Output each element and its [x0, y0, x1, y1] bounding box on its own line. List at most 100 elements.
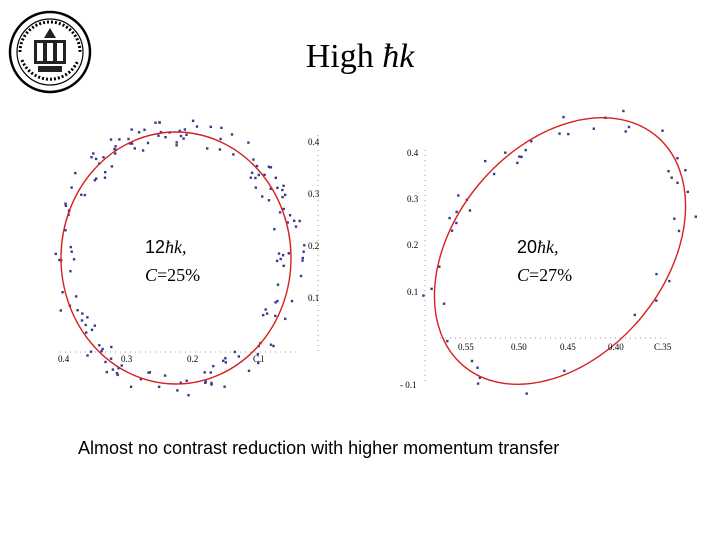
left-plot-point — [257, 361, 260, 365]
left-plot-point — [115, 372, 119, 375]
left-plot-point — [159, 130, 163, 134]
left-plot-point — [157, 134, 160, 137]
left-plot-point — [206, 147, 209, 150]
left-plot-point — [276, 283, 280, 286]
left-plot-point — [129, 385, 133, 388]
left-xtick-3: C.l — [253, 354, 264, 364]
left-xtick-1: 0.3 — [121, 354, 133, 364]
left-plot-point — [209, 125, 212, 128]
right-plot-point — [476, 366, 479, 369]
right-plot-point — [668, 279, 671, 283]
left-plot-point — [109, 357, 113, 360]
left-plot-point — [183, 128, 187, 131]
left-plot-points — [54, 119, 306, 397]
left-plot-point — [80, 319, 84, 322]
left-plot-point — [275, 259, 279, 263]
right-plot-point — [455, 221, 458, 225]
left-plot-point — [64, 202, 67, 205]
left-plot-point — [130, 128, 133, 131]
right-plot-point — [670, 176, 673, 179]
left-plot-point — [265, 312, 269, 315]
left-plot-point — [273, 228, 276, 231]
right-contrast-label: C=27% — [517, 265, 573, 285]
left-plot-point — [158, 121, 161, 124]
left-plot-point — [76, 309, 79, 312]
left-momentum-label: 12ħk, — [145, 237, 187, 257]
slide-caption: Almost no contrast reduction with higher… — [78, 438, 560, 458]
left-plot-point — [302, 250, 305, 253]
right-plot-point — [567, 132, 570, 136]
right-plot-point — [457, 194, 460, 197]
left-plot-point — [175, 141, 178, 144]
left-plot-point — [143, 128, 146, 131]
left-xtick-2: 0.2 — [187, 354, 199, 364]
right-plot-point — [686, 190, 689, 194]
left-plot-point — [179, 381, 182, 384]
right-xtick-0: 0.55 — [458, 342, 474, 352]
left-plot-point — [218, 148, 222, 151]
right-xtick-3: 0.40 — [608, 342, 624, 352]
left-plot-point — [277, 252, 281, 255]
left-plot-point — [274, 301, 277, 304]
left-plot-point — [287, 252, 290, 255]
left-plot-point — [276, 299, 279, 303]
left-plot-point — [114, 152, 117, 155]
left-plot-point — [75, 295, 78, 298]
left-plot-point — [70, 250, 73, 253]
right-ytick-3: 0.1 — [407, 287, 419, 297]
left-plot-point — [281, 195, 284, 199]
left-plot-point — [224, 357, 227, 360]
left-plot-point — [293, 219, 296, 222]
left-plot-point — [204, 381, 207, 384]
left-plot-point — [64, 204, 68, 207]
right-xtick-2: 0.45 — [560, 342, 576, 352]
right-plot-point — [694, 215, 697, 218]
right-plot-point — [622, 109, 625, 113]
left-plot-point — [212, 364, 215, 368]
right-plot-point — [530, 140, 533, 143]
left-plot-point — [74, 171, 77, 175]
left-plot-point — [104, 360, 107, 364]
right-plot-point — [446, 339, 449, 343]
left-plot-point — [224, 361, 227, 364]
left-plot-point — [191, 119, 195, 122]
left-plot-point — [267, 199, 271, 202]
left-plot-point — [203, 371, 206, 374]
left-plot-point — [92, 152, 95, 155]
left-plot-point — [95, 177, 98, 180]
left-plot-point — [210, 381, 213, 385]
left-plot-point — [86, 354, 89, 357]
left-plot-point — [128, 142, 132, 145]
left-plot-point — [204, 380, 207, 383]
right-ytick-1: 0.3 — [407, 194, 419, 204]
left-plot-point — [187, 394, 190, 397]
right-plot-point — [558, 132, 561, 135]
left-plot-point — [69, 270, 72, 273]
right-plot-point — [673, 217, 676, 220]
left-plot-point — [247, 369, 251, 372]
right-plot-point — [676, 181, 679, 184]
right-plot-point — [468, 209, 472, 212]
left-plot-point — [284, 193, 287, 197]
right-ytick-2: 0.2 — [407, 240, 419, 250]
left-plot-point — [230, 133, 234, 136]
left-plot-point — [147, 371, 150, 374]
left-plot-point — [90, 156, 93, 159]
left-plot-point — [110, 165, 114, 168]
right-plot-point — [438, 265, 441, 268]
left-plot-point — [111, 368, 115, 371]
left-plot-point — [81, 312, 84, 315]
left-plot-point — [94, 157, 98, 161]
right-plot-point — [442, 302, 446, 305]
slide-title: High ħk — [305, 38, 415, 75]
left-plot-point — [220, 126, 223, 129]
left-plot-point — [269, 166, 273, 169]
right-momentum-label: 20ħk, — [517, 237, 559, 257]
left-plot-point — [249, 176, 252, 179]
right-plot-point — [655, 299, 658, 302]
left-plot-point — [72, 258, 76, 261]
left-plot-point — [176, 389, 179, 392]
left-plot-point — [286, 221, 289, 224]
left-plot-point — [267, 165, 271, 168]
